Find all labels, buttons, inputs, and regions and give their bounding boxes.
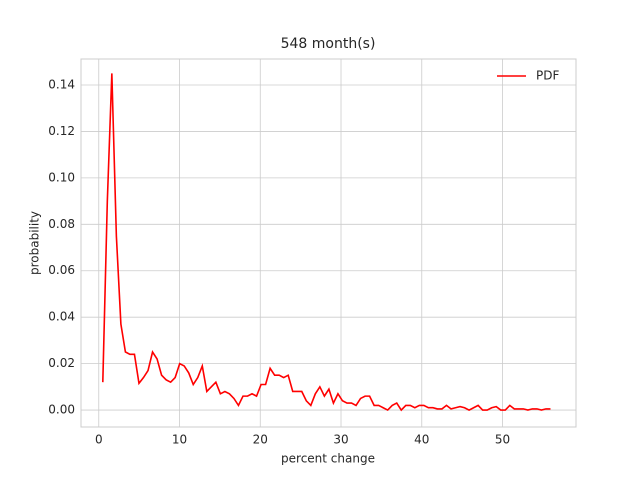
- data-line: [102, 73, 551, 412]
- y-axis-label: probability: [28, 211, 42, 275]
- x-tick-label: 20: [253, 433, 268, 447]
- y-tick-label: 0.08: [48, 217, 75, 231]
- x-tick-label: 10: [172, 433, 187, 447]
- x-tick-label: 40: [414, 433, 429, 447]
- y-tick-label: 0.06: [48, 263, 75, 277]
- y-tick-label: 0.02: [48, 356, 75, 370]
- legend-label: PDF: [536, 69, 559, 83]
- x-tick-label: 50: [495, 433, 510, 447]
- x-axis-label: percent change: [281, 452, 375, 466]
- y-tick-label: 0.14: [48, 78, 75, 92]
- x-tick-label: 30: [333, 433, 348, 447]
- y-tick-label: 0.00: [48, 403, 75, 417]
- y-tick-label: 0.10: [48, 170, 75, 184]
- y-tick-label: 0.12: [48, 124, 75, 138]
- y-tick-label: 0.04: [48, 310, 75, 324]
- plot-frame: [80, 58, 577, 428]
- chart-title: 548 month(s): [281, 36, 376, 52]
- x-tick-label: 0: [95, 433, 103, 447]
